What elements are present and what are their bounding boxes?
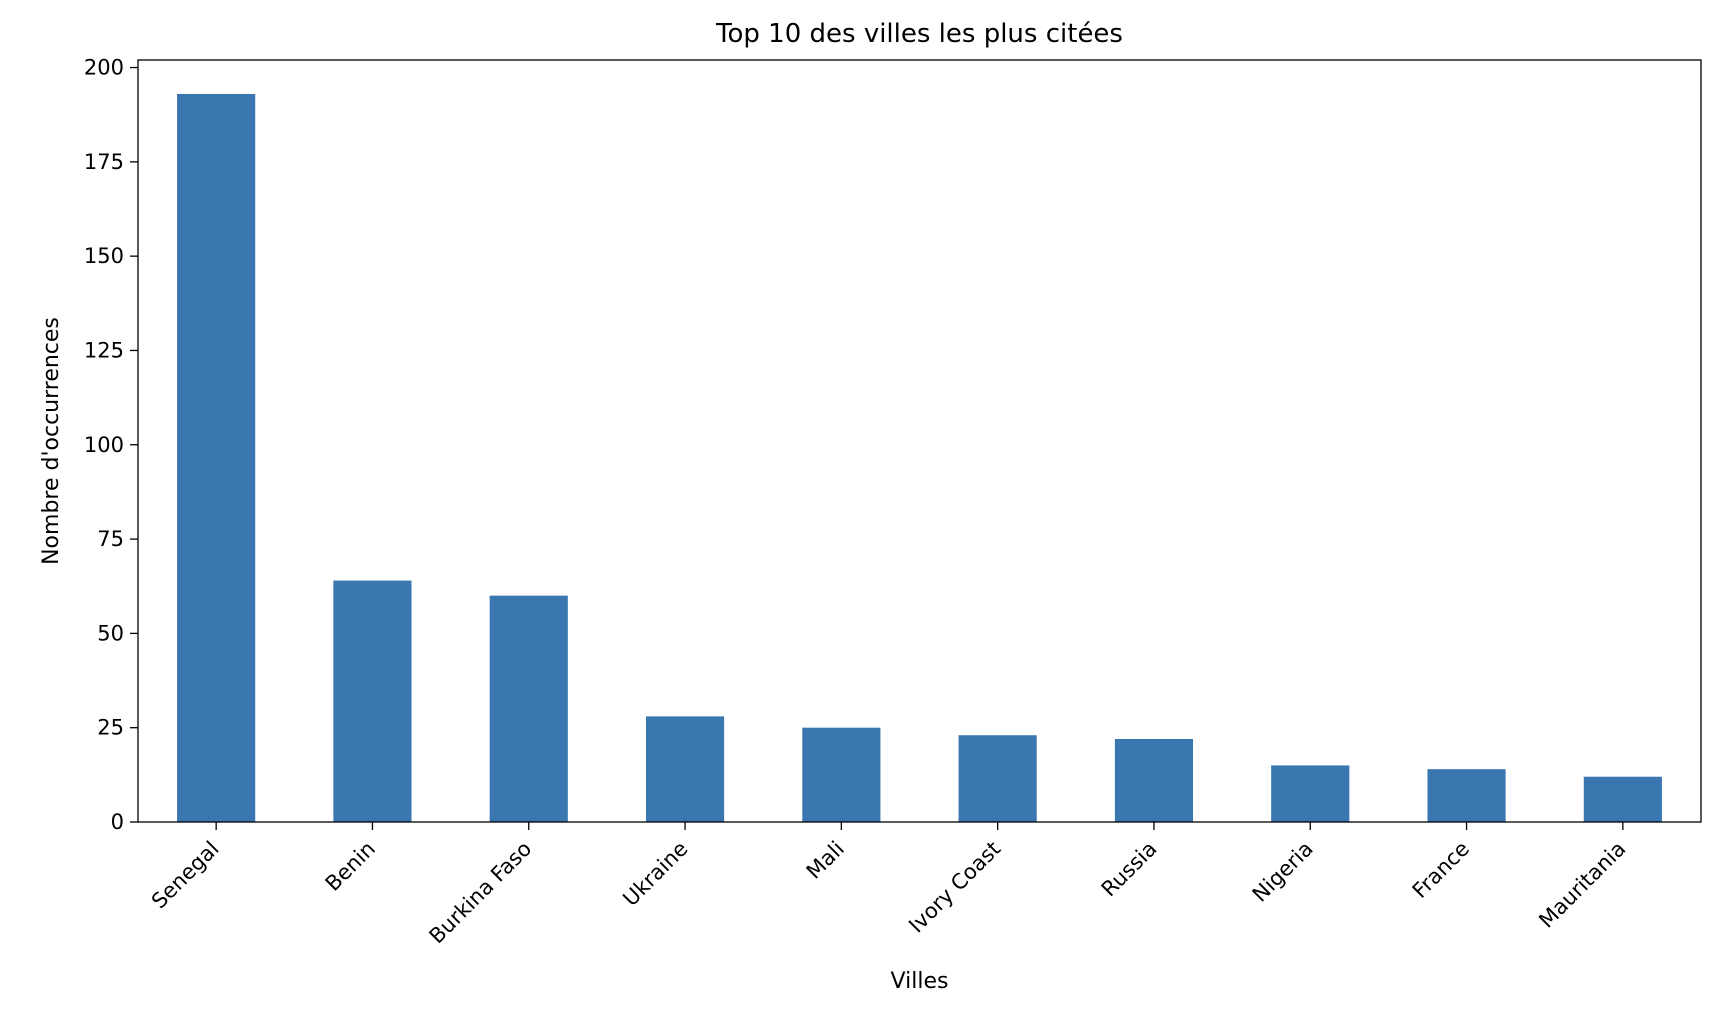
- chart-title: Top 10 des villes les plus citées: [715, 19, 1123, 49]
- x-tick-label: Nigeria: [1248, 837, 1318, 907]
- bar-senegal: [177, 93, 256, 822]
- x-tick-label: Mali: [802, 837, 849, 884]
- x-tick-label: Russia: [1097, 837, 1162, 902]
- x-tick-label: Ivory Coast: [904, 837, 1005, 938]
- y-tick-label: 75: [97, 527, 124, 551]
- y-tick-label: 50: [97, 621, 124, 645]
- x-tick-label: France: [1408, 837, 1474, 903]
- y-axis: 0 25 50 75 100 125 150 175 200: [84, 56, 138, 834]
- bar-burkina-faso: [489, 595, 568, 822]
- bar-benin: [333, 580, 412, 822]
- y-tick-label: 25: [97, 716, 124, 740]
- x-tick-label: Ukraine: [618, 837, 692, 911]
- bar-russia: [1114, 739, 1194, 822]
- x-tick-label: Burkina Faso: [425, 837, 537, 949]
- x-axis-label: Villes: [891, 969, 949, 994]
- bars-group: [177, 93, 1662, 822]
- y-tick-label: 200: [84, 56, 124, 80]
- bar-nigeria: [1271, 765, 1350, 822]
- bar-ukraine: [645, 716, 725, 822]
- x-axis: Senegal Benin Burkina Faso Ukraine Mali Ivory…: [147, 822, 1630, 948]
- x-tick-label: Senegal: [147, 837, 224, 914]
- y-tick-label: 125: [84, 338, 124, 362]
- x-tick-label: Mauritania: [1534, 837, 1630, 933]
- y-axis-label: Nombre d'occurrences: [39, 317, 64, 565]
- y-tick-label: 100: [84, 433, 124, 457]
- y-tick-label: 150: [84, 244, 124, 268]
- plot-frame: [137, 59, 1702, 823]
- y-tick-label: 175: [84, 150, 124, 174]
- bar-mauritania: [1583, 776, 1662, 822]
- y-tick-label: 0: [111, 810, 124, 834]
- bar-france: [1427, 769, 1506, 822]
- bar-ivory-coast: [958, 735, 1037, 822]
- x-tick-label: Benin: [321, 837, 380, 896]
- bar-mali: [802, 727, 881, 822]
